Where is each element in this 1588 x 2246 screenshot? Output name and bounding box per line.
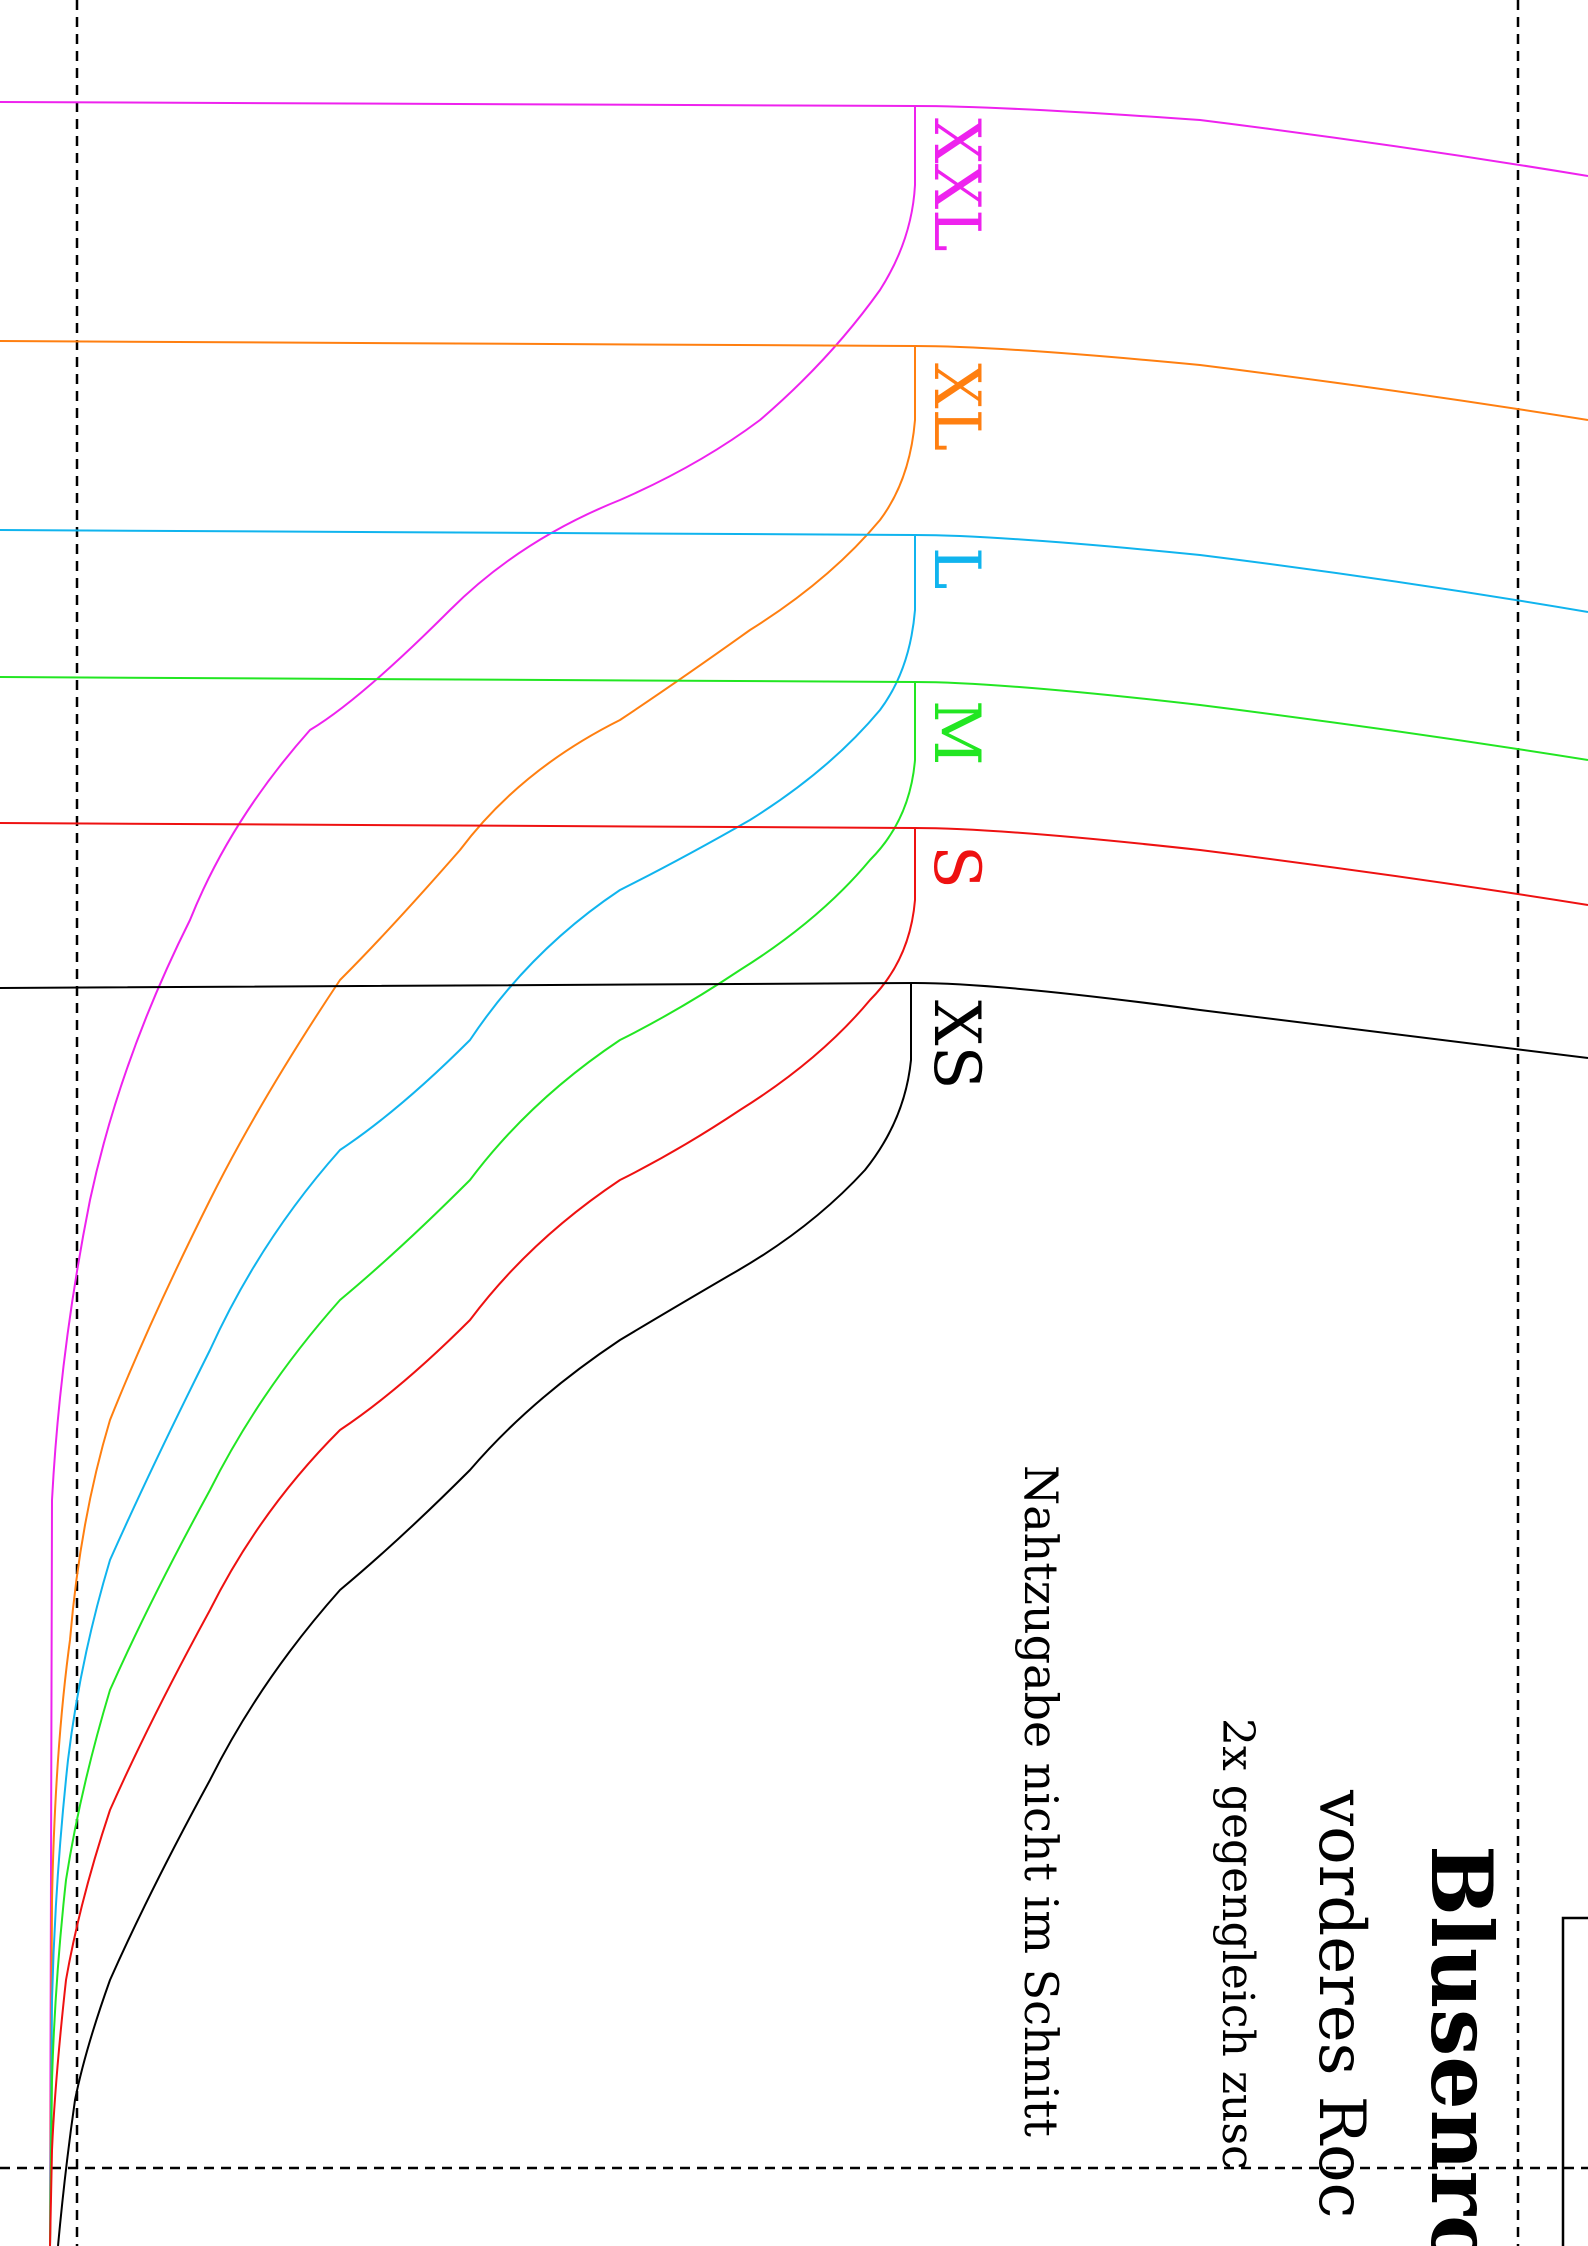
pattern-piece-name: vorderes Roc bbox=[1304, 1789, 1378, 2218]
size-s-outline bbox=[0, 822, 1588, 2246]
seam-allowance-note: Nahtzugabe nicht im Schnitt bbox=[1014, 1465, 1068, 2137]
size-label-xs: XS bbox=[919, 1000, 993, 1089]
size-l-outline bbox=[0, 529, 1588, 2246]
size-xs-outline bbox=[0, 981, 1588, 2246]
size-xl-outline bbox=[0, 340, 1588, 2246]
title-box-frame bbox=[1561, 1916, 1588, 2246]
size-label-l: L bbox=[919, 547, 993, 590]
size-label-s: S bbox=[919, 845, 993, 889]
size-label-m: M bbox=[919, 700, 993, 766]
cut-instruction: 2x gegengleich zusc bbox=[1212, 1718, 1263, 2170]
size-xxl-outline bbox=[0, 101, 1588, 2246]
size-label-xxl: XXL bbox=[919, 118, 993, 252]
size-label-xl: XL bbox=[919, 363, 993, 451]
size-m-outline bbox=[0, 676, 1588, 2246]
pattern-title: Blusenro bbox=[1412, 1845, 1511, 2246]
